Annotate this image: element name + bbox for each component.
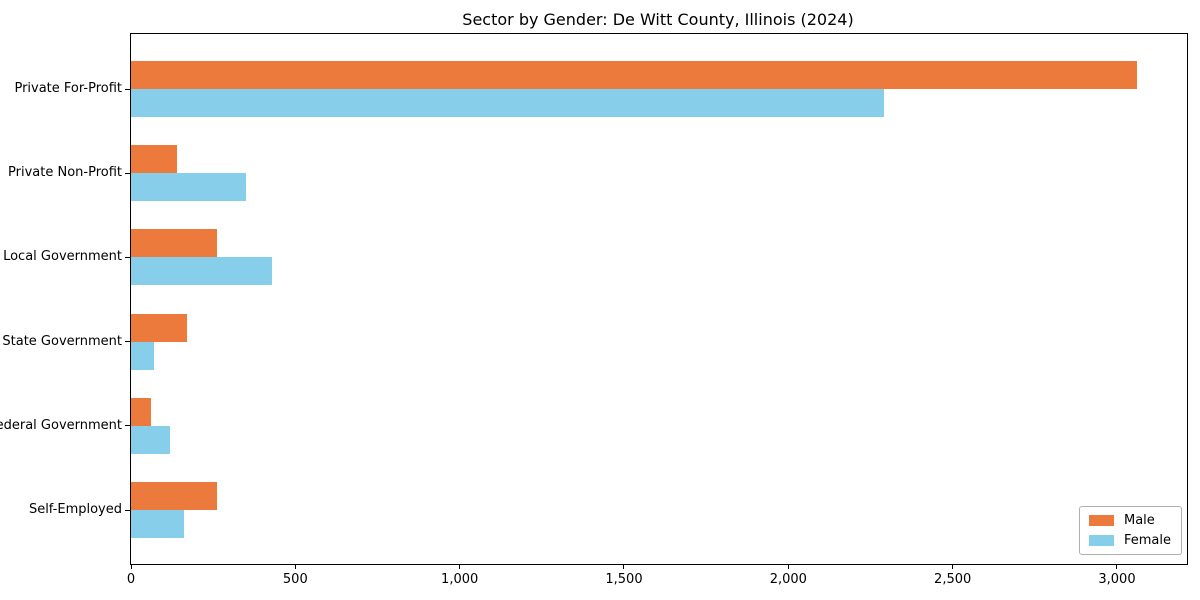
y-tick-2 — [125, 256, 130, 258]
bar-male-4 — [131, 397, 151, 426]
legend-label-female: Female — [1123, 533, 1171, 548]
legend-item-female: Female — [1088, 533, 1171, 548]
x-tick-label-2: 1,000 — [441, 572, 479, 587]
x-tick-label-6: 3,000 — [1098, 572, 1136, 587]
y-tick-label-1: Private Non-Profit — [8, 165, 122, 181]
bar-male-5 — [131, 482, 217, 510]
x-tick-6 — [1116, 564, 1118, 569]
bar-female-5 — [131, 510, 184, 538]
bar-male-2 — [131, 229, 217, 258]
bar-male-1 — [131, 145, 177, 174]
x-tick-0 — [130, 564, 132, 569]
legend: Male Female — [1078, 506, 1182, 555]
legend-swatch-female — [1088, 535, 1114, 546]
bar-female-3 — [131, 341, 154, 370]
plot-area: Male Female Private For-Profit Private Non… — [0, 33, 1188, 587]
y-tick-4 — [125, 425, 130, 427]
x-tick-label-3: 1,500 — [605, 572, 643, 587]
x-tick-3 — [623, 564, 625, 569]
x-tick-5 — [952, 564, 954, 569]
y-tick-label-0: Private For-Profit — [14, 81, 122, 96]
x-tick-2 — [459, 564, 461, 569]
y-tick-5 — [125, 509, 130, 511]
bar-female-0 — [131, 89, 884, 117]
bar-female-4 — [131, 425, 171, 454]
x-tick-4 — [787, 564, 789, 569]
legend-swatch-male — [1088, 515, 1114, 526]
bar-female-1 — [131, 173, 246, 202]
x-tick-1 — [294, 564, 296, 569]
x-tick-label-4: 2,000 — [769, 572, 807, 587]
y-tick-label-2: Local Government — [3, 249, 122, 265]
y-tick-label-4: Federal Government — [0, 417, 122, 433]
legend-item-male: Male — [1088, 513, 1171, 528]
x-tick-label-1: 500 — [282, 572, 308, 587]
x-tick-label-5: 2,500 — [934, 572, 972, 587]
y-tick-3 — [125, 341, 130, 343]
y-tick-label-5: Self-Employed — [28, 502, 122, 517]
y-tick-0 — [125, 88, 130, 90]
bar-female-2 — [131, 257, 273, 286]
bar-male-3 — [131, 313, 187, 342]
x-tick-label-0: 0 — [126, 572, 136, 587]
bar-male-0 — [131, 61, 1137, 89]
chart-title: Sector by Gender: De Witt County, Illino… — [462, 10, 854, 29]
y-tick-label-3: State Government — [2, 333, 122, 349]
y-tick-1 — [125, 172, 130, 174]
legend-label-male: Male — [1123, 513, 1155, 528]
